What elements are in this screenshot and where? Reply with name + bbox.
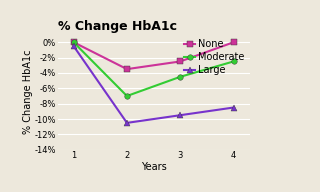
Moderate [72,41,76,43]
Large [178,114,182,116]
Large [125,122,129,124]
Moderate [125,95,129,97]
Y-axis label: % Change HbA1c: % Change HbA1c [23,50,33,134]
Line: None: None [71,40,236,72]
None [232,41,236,43]
Line: Large: Large [70,43,237,126]
Moderate [232,60,236,63]
Large [232,106,236,109]
Text: % Change HbA1c: % Change HbA1c [58,20,177,33]
Legend: None, Moderate, Large: None, Moderate, Large [184,39,245,75]
Large [72,45,76,47]
X-axis label: Years: Years [141,161,166,171]
None [178,60,182,63]
None [72,41,76,43]
Line: Moderate: Moderate [71,40,236,99]
Moderate [178,76,182,78]
None [125,68,129,70]
